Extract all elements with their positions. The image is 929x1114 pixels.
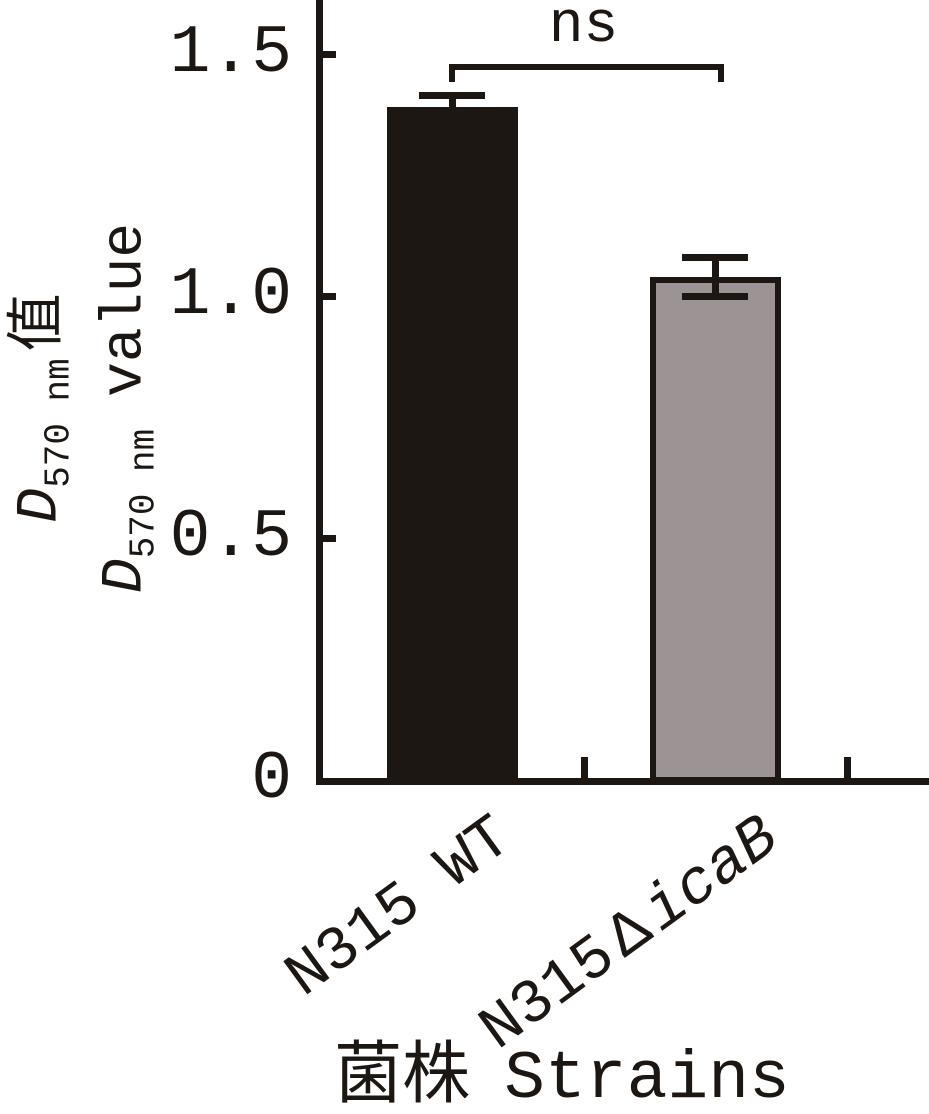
x-tick-label-n315-wt: N315 WT	[272, 801, 525, 1013]
y-tick-label: 0.5	[169, 499, 292, 576]
x-axis-title: 菌株 Strains	[334, 1046, 790, 1114]
x-tick-label-n315-delta-icab: N315ΔicaB	[467, 802, 793, 1066]
bar-rect	[649, 276, 781, 783]
ylabel-cn-subscript: 570 nm	[38, 358, 80, 488]
y-axis-line	[316, 0, 323, 785]
x-tick-mark	[580, 757, 588, 778]
ylabel-en-subscript: 570 nm	[123, 428, 165, 559]
y-tick-label: 0	[251, 741, 292, 818]
ylabel-en-word: value	[93, 222, 159, 397]
y-tick-label: 1.0	[169, 257, 292, 334]
y-tick-mark	[322, 51, 336, 58]
gene-name: icaB	[630, 801, 793, 947]
x-tick-mark	[843, 757, 851, 778]
error-bar-cap-bottom	[682, 293, 748, 300]
x-axis-title-cn: 菌株	[334, 1041, 471, 1114]
x-axis-title-en: Strains	[504, 1041, 790, 1114]
y-tick-mark	[322, 293, 336, 300]
y-tick-mark	[322, 535, 336, 542]
error-bar-whisker	[449, 95, 456, 120]
ylabel-cn-symbol: D	[8, 487, 74, 523]
significance-label: ns	[548, 0, 619, 59]
y-axis-title-cn: D570 nm 值	[9, 293, 80, 522]
significance-bracket	[449, 63, 724, 82]
ylabel-en-symbol: D	[93, 558, 159, 594]
error-bar-cap-top	[682, 254, 748, 262]
error-bar-cap-top	[419, 92, 485, 100]
y-tick-label: 1.5	[169, 15, 292, 92]
ylabel-cn-word: 值	[8, 293, 74, 352]
error-bar-whisker	[712, 257, 719, 296]
error-bar-cap-bottom	[419, 116, 485, 124]
x-axis-line	[316, 778, 929, 785]
bar-rect	[386, 107, 518, 783]
y-axis-title-en: D570 nm value	[94, 223, 165, 593]
